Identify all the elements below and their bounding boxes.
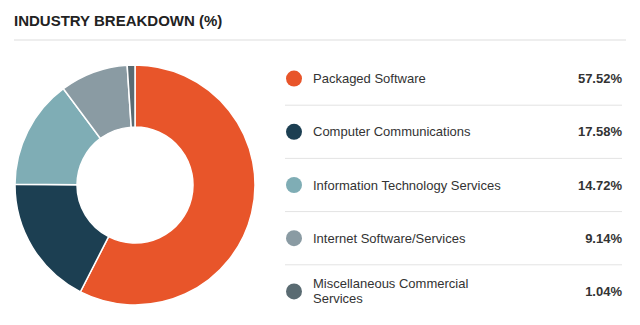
legend-label: Internet Software/Services [313, 231, 466, 246]
slice [63, 65, 131, 138]
legend-divider [285, 211, 622, 212]
legend-swatch [286, 283, 302, 299]
legend-value: 17.58% [578, 124, 623, 139]
legend-value: 1.04% [585, 284, 622, 299]
chart-container: INDUSTRY BREAKDOWN (%) Packaged Software 5… [0, 0, 640, 325]
legend-divider [285, 158, 622, 159]
title-rule [14, 40, 626, 41]
legend-label: Packaged Software [313, 71, 426, 86]
legend-swatch [286, 124, 302, 140]
title: INDUSTRY BREAKDOWN (%) [14, 12, 222, 29]
pie [15, 65, 255, 305]
legend-value: 57.52% [578, 71, 623, 86]
legend-swatch [286, 230, 302, 246]
legend-swatch [286, 71, 302, 87]
legend-label: Information Technology Services [313, 178, 501, 193]
legend-swatch [286, 177, 302, 193]
legend-value: 9.14% [585, 231, 622, 246]
legend-label: Computer Communications [313, 124, 471, 139]
slice [127, 65, 135, 127]
legend: Packaged Software 57.52% Computer Communic… [285, 71, 622, 307]
legend-divider [285, 105, 622, 106]
legend-value: 14.72% [578, 178, 623, 193]
legend-label: Miscellaneous CommercialServices [313, 276, 468, 306]
slice [15, 184, 109, 292]
legend-divider [285, 264, 622, 265]
chart: INDUSTRY BREAKDOWN (%) Packaged Software 5… [0, 0, 640, 325]
